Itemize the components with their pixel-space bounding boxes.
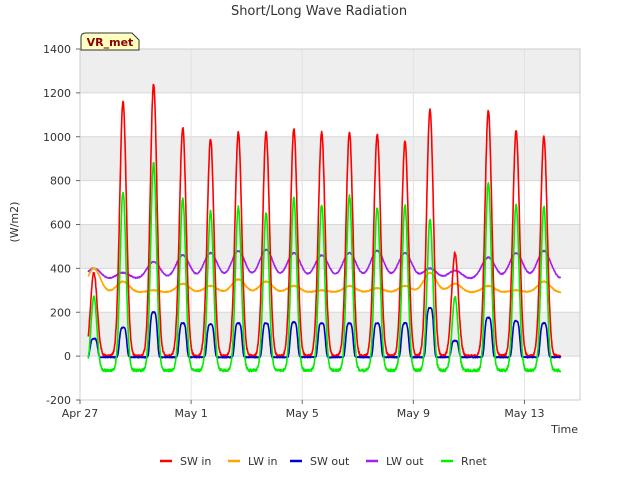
y-tick-label: 200 (50, 306, 71, 319)
y-tick-label: -200 (46, 394, 71, 407)
x-tick-label: May 13 (504, 407, 544, 420)
chart-title: Short/Long Wave Radiation (231, 4, 407, 19)
y-tick-label: 1200 (43, 87, 71, 100)
x-tick-label: May 9 (397, 407, 430, 420)
plot-band (80, 224, 580, 269)
badge: VR_met (80, 32, 140, 51)
y-tick-label: 400 (50, 262, 71, 275)
axes: -200 0 200 400 600 800 1000 1200 1400 Apr 27 May 1… (43, 43, 581, 420)
legend-label: LW in (248, 455, 278, 468)
badge-label: VR_met (87, 36, 134, 49)
x-axis-label: Time (550, 423, 578, 436)
plot-band (80, 49, 580, 93)
x-tick-label: Apr 27 (62, 407, 99, 420)
legend-label: SW in (180, 455, 211, 468)
x-tick-label: May 1 (174, 407, 207, 420)
legend-label: SW out (310, 455, 350, 468)
x-tick-label: May 5 (286, 407, 319, 420)
y-axis-label: (W/m2) (8, 202, 21, 243)
legend-label: Rnet (461, 455, 487, 468)
y-tick-label: 1400 (43, 43, 71, 56)
legend-label: LW out (386, 455, 424, 468)
series-group (87, 83, 562, 373)
y-tick-label: 600 (50, 219, 71, 232)
y-tick-label: 0 (64, 350, 71, 363)
series-line-lw-in (87, 267, 562, 294)
series-line-rnet (87, 161, 562, 373)
y-tick-label: 1000 (43, 131, 71, 144)
legend: SW in LW in SW out LW out Rnet (160, 455, 487, 468)
plot-band (80, 136, 580, 181)
y-tick-label: 800 (50, 175, 71, 188)
badge-box (80, 32, 140, 51)
